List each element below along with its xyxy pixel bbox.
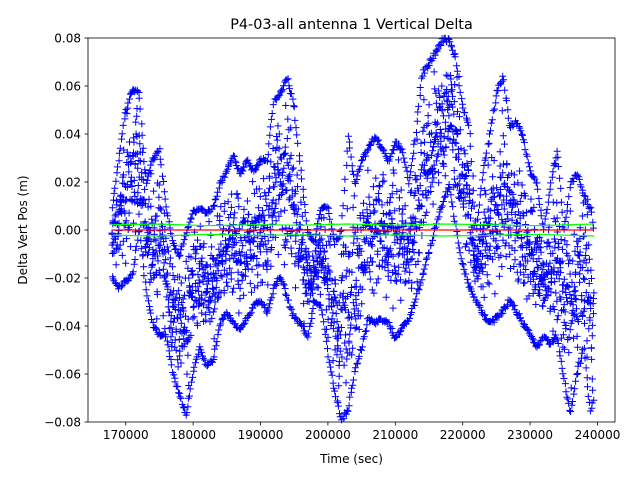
x-tick-label: 240000 bbox=[575, 428, 621, 442]
y-tick-label: 0.04 bbox=[54, 127, 81, 141]
y-tick-label: 0.08 bbox=[54, 31, 81, 45]
y-tick-label: 0.02 bbox=[54, 175, 81, 189]
x-tick-label: 200000 bbox=[305, 428, 351, 442]
scatter-plus-markers bbox=[108, 34, 598, 424]
chart-title: P4-03-all antenna 1 Vertical Delta bbox=[230, 17, 473, 33]
y-tick-label: −0.02 bbox=[44, 271, 81, 285]
x-tick-label: 220000 bbox=[440, 428, 486, 442]
y-axis-label: Delta Vert Pos (m) bbox=[16, 175, 30, 284]
line-layer bbox=[112, 223, 595, 237]
y-tick-label: −0.04 bbox=[44, 319, 81, 333]
x-axis-ticks: 170000 180000 190000 200000 210000 220000 2300… bbox=[103, 422, 621, 442]
x-tick-label: 210000 bbox=[372, 428, 418, 442]
x-axis-label: Time (sec) bbox=[319, 452, 383, 466]
x-tick-label: 230000 bbox=[507, 428, 553, 442]
series-line-2 bbox=[112, 233, 595, 237]
y-axis-ticks: −0.08 −0.06 −0.04 −0.02 0.00 0.02 0.04 0.06 0.08 bbox=[44, 31, 88, 429]
y-tick-label: 0.06 bbox=[54, 79, 81, 93]
series-line-1 bbox=[112, 223, 595, 227]
data-layer bbox=[108, 34, 598, 424]
x-tick-label: 180000 bbox=[170, 428, 216, 442]
x-tick-label: 170000 bbox=[103, 428, 149, 442]
x-tick-label: 190000 bbox=[238, 428, 284, 442]
y-tick-label: 0.00 bbox=[54, 223, 81, 237]
y-tick-label: −0.06 bbox=[44, 367, 81, 381]
y-tick-label: −0.08 bbox=[44, 415, 81, 429]
